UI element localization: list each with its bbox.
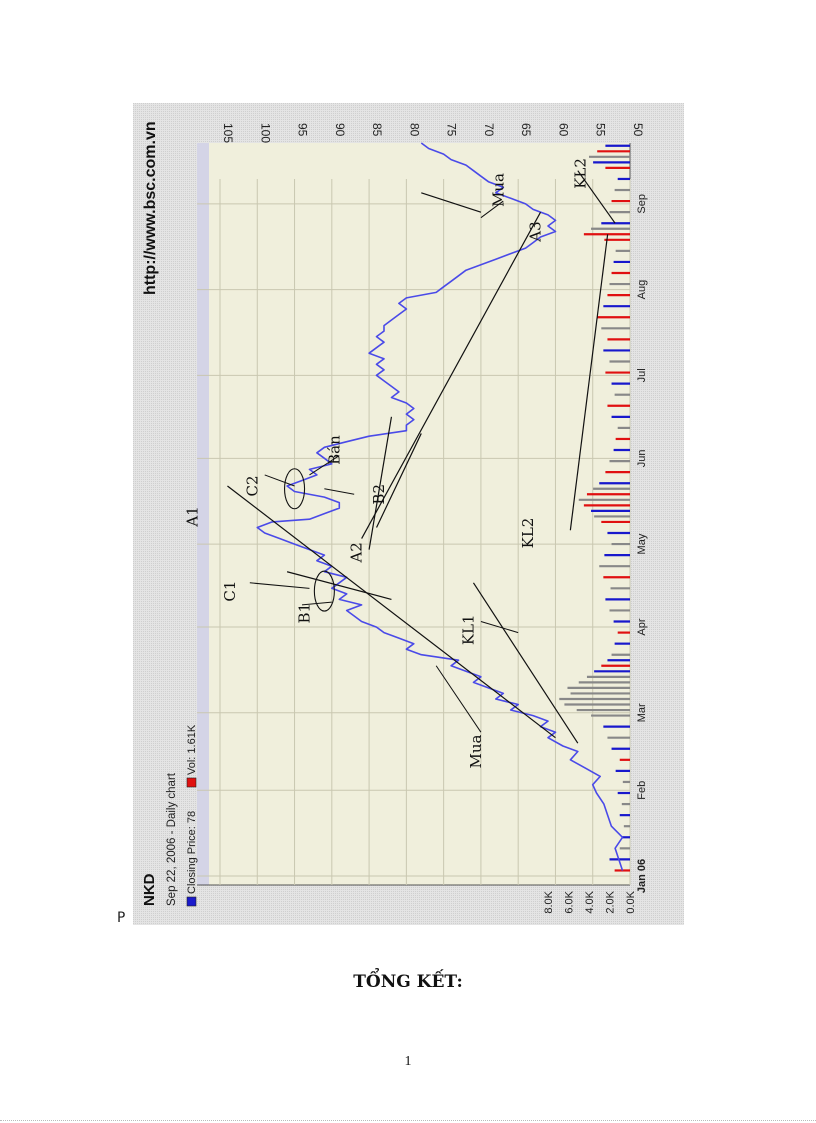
price-tick-label: 50 bbox=[631, 123, 645, 137]
leader-line bbox=[480, 621, 519, 634]
highlight-ellipse bbox=[313, 570, 335, 612]
volume-bars bbox=[559, 144, 630, 872]
leader-line bbox=[435, 665, 482, 733]
price-tick-label: 60 bbox=[556, 123, 570, 137]
price-tick-label: 70 bbox=[482, 123, 496, 137]
trend-line bbox=[577, 170, 616, 224]
trend-lines bbox=[227, 170, 616, 744]
summary-heading: TỔNG KẾT: bbox=[353, 972, 463, 992]
trend-line bbox=[376, 433, 422, 528]
annotation-label: KL1 bbox=[459, 614, 477, 645]
price-tick-label: 100 bbox=[258, 123, 272, 143]
volume-tick-label: 4.0K bbox=[584, 890, 596, 913]
annotation-label: A3 bbox=[527, 221, 545, 242]
annotation-label: Bán bbox=[325, 435, 343, 465]
leader-line bbox=[324, 488, 355, 495]
annotation-label: A1 bbox=[184, 506, 202, 527]
trend-line bbox=[361, 211, 542, 539]
time-tick-label: Sep bbox=[636, 194, 648, 214]
trend-line bbox=[368, 416, 393, 550]
annotations: A1 A2 A3 B1 B2 C1 C2 Bán Mua Mua KL1 KL2 KL2 bbox=[184, 158, 590, 768]
price-tick-label: 80 bbox=[407, 123, 421, 137]
annotation-label: Mua bbox=[489, 173, 507, 207]
annotation-label: A2 bbox=[348, 542, 366, 563]
volume-tick-label: 8.0K bbox=[543, 890, 555, 913]
ticker-label: NKD bbox=[141, 873, 158, 906]
leader-line bbox=[249, 582, 310, 589]
volume-tick-label: 0.0K bbox=[625, 890, 637, 913]
legend-price: Closing Price: 78 bbox=[186, 811, 198, 894]
price-tick-label: 65 bbox=[519, 123, 533, 137]
source-url: http://www.bsc.com.vn bbox=[142, 121, 159, 295]
leader-line bbox=[309, 455, 340, 476]
annotation-label: B2 bbox=[370, 484, 388, 505]
bottom-rule bbox=[0, 1120, 816, 1121]
time-tick-label: Aug bbox=[636, 280, 648, 300]
plot-area bbox=[197, 143, 630, 885]
leader-line bbox=[264, 474, 295, 487]
page-number: 1 bbox=[404, 1054, 412, 1069]
axis-labels: 105 100 95 90 85 80 75 70 65 60 55 50 8.0K 6.0K 4.0K 2.… bbox=[221, 123, 648, 914]
time-tick-label: Jul bbox=[636, 368, 648, 382]
annotation-label: KL2 bbox=[571, 158, 589, 189]
time-tick-label: May bbox=[636, 533, 648, 554]
chart-header: NKD Sep 22, 2006 - Daily chart Closing P… bbox=[141, 724, 198, 907]
time-tick-label: Feb bbox=[636, 781, 648, 800]
date-label: Sep 22, 2006 - Daily chart bbox=[166, 772, 178, 906]
trend-line bbox=[472, 582, 579, 744]
highlight-ellipse bbox=[283, 468, 306, 510]
annotation-label: C2 bbox=[243, 475, 261, 496]
annotation-label: C1 bbox=[221, 581, 239, 602]
trend-line bbox=[421, 192, 482, 213]
chart-frame: 105 100 95 90 85 80 75 70 65 60 55 50 8.0K 6.0K 4.0K 2.… bbox=[133, 103, 684, 925]
price-tick-label: 105 bbox=[221, 123, 235, 143]
time-tick-label: Mar bbox=[636, 703, 648, 722]
annotation-label: Mua bbox=[467, 734, 485, 768]
header-band bbox=[197, 143, 209, 885]
price-tick-label: 75 bbox=[445, 123, 459, 137]
price-tick-label: 90 bbox=[333, 123, 347, 137]
price-tick-label: 55 bbox=[594, 123, 608, 137]
trend-line bbox=[286, 571, 392, 600]
time-tick-label: Jan 06 bbox=[636, 859, 648, 893]
legend-swatch-volume bbox=[186, 777, 197, 788]
price-tick-label: 85 bbox=[370, 123, 384, 137]
price-tick-label: 95 bbox=[296, 123, 310, 137]
time-tick-label: Apr bbox=[636, 618, 648, 635]
annotation-label: KL2 bbox=[519, 518, 537, 549]
trend-line bbox=[227, 485, 556, 739]
time-tick-label: Jun bbox=[636, 449, 648, 467]
legend-volume: Vol: 1.61K bbox=[186, 724, 198, 775]
volume-tick-label: 2.0K bbox=[605, 890, 617, 913]
legend-swatch-price bbox=[186, 896, 197, 907]
annotation-label: B1 bbox=[295, 603, 313, 624]
stock-chart: 105 100 95 90 85 80 75 70 65 60 55 50 8.0K 6.0K 4.0K 2.… bbox=[133, 103, 684, 925]
volume-tick-label: 6.0K bbox=[564, 890, 576, 913]
stray-letter: P bbox=[117, 910, 126, 926]
trend-line bbox=[569, 234, 609, 531]
gridlines bbox=[197, 179, 631, 885]
leader-line bbox=[480, 200, 504, 219]
